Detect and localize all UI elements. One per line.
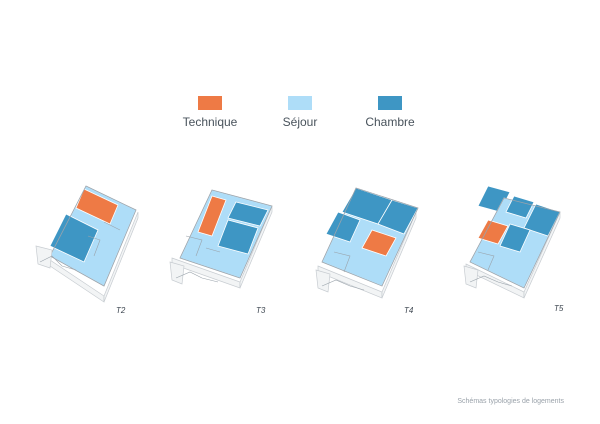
caption: Schémas typologies de logements: [457, 398, 564, 405]
t2-chambre-room: [49, 213, 99, 263]
sejour-swatch: [288, 96, 312, 110]
chambre-swatch: [378, 96, 402, 110]
legend-label-chambre: Chambre: [365, 115, 415, 129]
t3-technique-room: [197, 195, 227, 237]
legend: Technique Séjour Chambre: [0, 96, 600, 136]
t5-chambre-room-4: [499, 223, 531, 253]
legend-item-chambre: Chambre: [330, 96, 450, 129]
legend-item-sejour: Séjour: [240, 96, 360, 129]
t3-chambre-room-1: [227, 201, 269, 227]
technique-swatch: [198, 96, 222, 110]
legend-label-sejour: Séjour: [282, 115, 318, 129]
plan-t2: [35, 185, 139, 303]
t5-chambre-room-3: [523, 203, 561, 237]
t5-chambre-room-2: [505, 195, 535, 219]
plan-label-t5: T5: [554, 304, 564, 313]
t2-technique-room: [75, 188, 119, 225]
legend-label-technique: Technique: [182, 115, 238, 129]
plan-t3: [169, 189, 273, 289]
plan-label-t3: T3: [256, 306, 266, 315]
plan-label-t2: T2: [116, 306, 126, 315]
t4-technique-room: [361, 229, 397, 257]
plan-label-t4: T4: [404, 306, 414, 315]
t5-technique-room: [477, 219, 509, 245]
t3-chambre-room-2: [217, 219, 259, 255]
plan-t4: [315, 187, 419, 299]
legend-item-technique: Technique: [150, 96, 270, 129]
plan-t5: [463, 185, 561, 299]
